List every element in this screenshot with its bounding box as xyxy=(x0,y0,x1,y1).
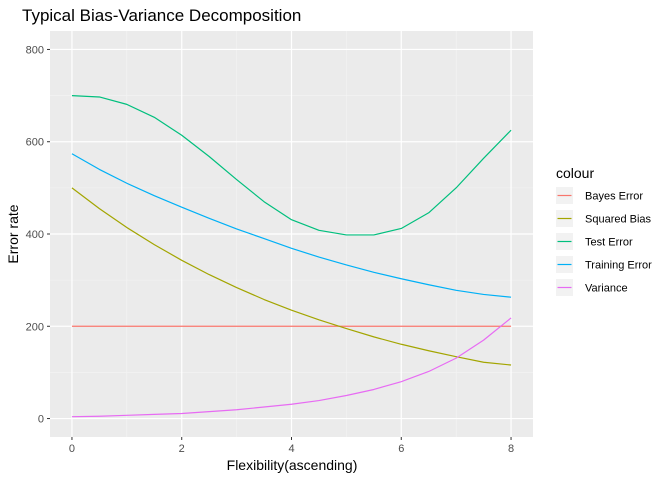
x-axis-title: Flexibility(ascending) xyxy=(227,457,358,473)
x-axis: 0 2 4 6 8 xyxy=(69,437,514,455)
x-tick-label: 8 xyxy=(508,443,514,455)
legend-label-variance: Variance xyxy=(585,283,628,295)
y-tick-label: 600 xyxy=(26,137,44,149)
legend-label-test-error: Test Error xyxy=(585,237,633,249)
y-axis-title: Error rate xyxy=(5,204,21,263)
series-line-test-error xyxy=(71,94,512,236)
legend: colour Bayes Error Squared Bias Test Error… xyxy=(556,165,652,296)
y-tick-label: 800 xyxy=(26,44,44,56)
y-tick-label: 0 xyxy=(38,414,44,426)
series-line-squared-bias xyxy=(71,187,512,366)
x-tick-label: 4 xyxy=(288,443,294,455)
series-line-training-error xyxy=(71,153,512,298)
x-tick-label: 6 xyxy=(398,443,404,455)
y-tick-label: 200 xyxy=(26,321,44,333)
legend-label-bayes-error: Bayes Error xyxy=(585,191,643,203)
series-lines xyxy=(71,94,512,418)
x-tick-label: 0 xyxy=(69,443,75,455)
legend-title: colour xyxy=(556,165,594,181)
x-tick-label: 2 xyxy=(179,443,185,455)
series-line-variance xyxy=(71,317,512,418)
legend-label-squared-bias: Squared Bias xyxy=(585,214,652,226)
legend-label-training-error: Training Error xyxy=(585,260,652,272)
chart-title: Typical Bias-Variance Decomposition xyxy=(22,6,301,25)
y-axis: 0 200 400 600 800 xyxy=(26,44,50,426)
y-tick-label: 400 xyxy=(26,229,44,241)
